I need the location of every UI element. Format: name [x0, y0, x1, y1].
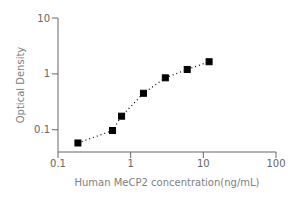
svg-text:0.1: 0.1	[50, 158, 66, 169]
svg-text:10: 10	[197, 158, 210, 169]
svg-text:100: 100	[266, 158, 285, 169]
svg-text:Human MeCP2 concentration(ng/m: Human MeCP2 concentration(ng/mL)	[74, 177, 259, 188]
svg-text:10: 10	[37, 13, 50, 24]
svg-text:1: 1	[127, 158, 133, 169]
svg-text:Optical Density: Optical Density	[15, 47, 26, 124]
svg-text:1: 1	[44, 68, 50, 79]
svg-text:0.1: 0.1	[34, 124, 50, 135]
